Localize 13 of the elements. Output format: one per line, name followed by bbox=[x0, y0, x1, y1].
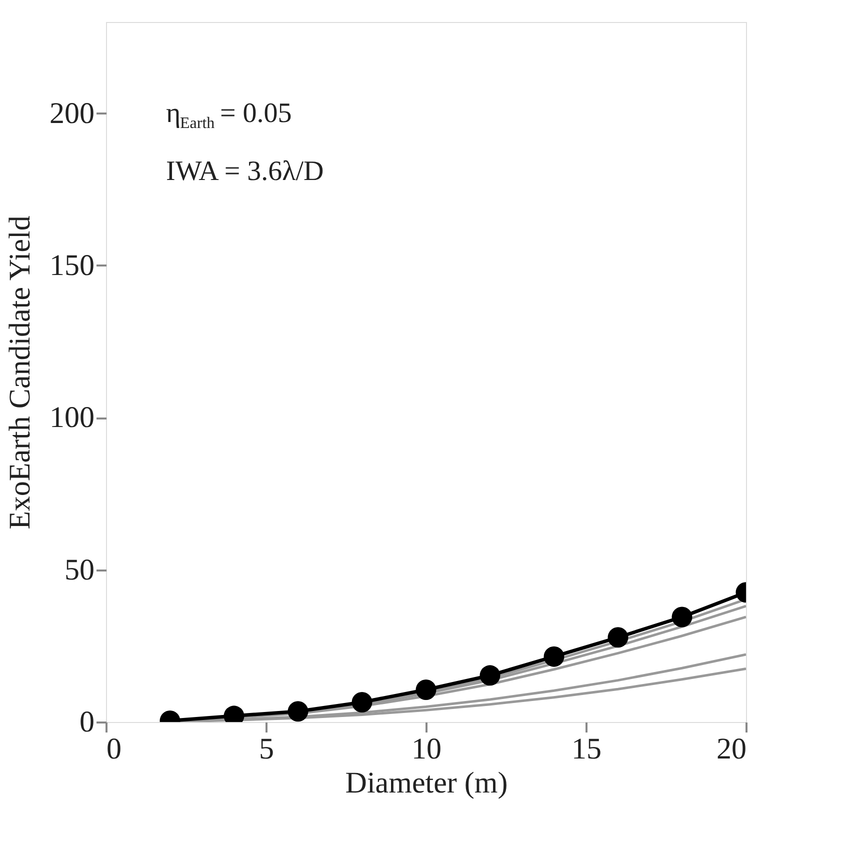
y-tick-label: 100 bbox=[50, 401, 94, 434]
x-tick-label: 0 bbox=[106, 732, 122, 766]
y-axis-title: ExoEarth Candidate Yield bbox=[4, 216, 36, 530]
x-tick-label: 15 bbox=[572, 732, 602, 766]
x-tick-label: 5 bbox=[259, 732, 274, 766]
y-tick-label: 200 bbox=[50, 96, 94, 130]
x-axis-title: Diameter (m) bbox=[345, 766, 508, 800]
annotation: IWA = 3.6λ/D bbox=[166, 156, 324, 187]
y-tick-label: 50 bbox=[64, 553, 94, 586]
x-tick-label: 10 bbox=[412, 732, 442, 766]
y-tick-label: 0 bbox=[80, 706, 94, 738]
x-tick-label: 20 bbox=[716, 732, 746, 766]
y-tick-label: 150 bbox=[50, 248, 94, 282]
